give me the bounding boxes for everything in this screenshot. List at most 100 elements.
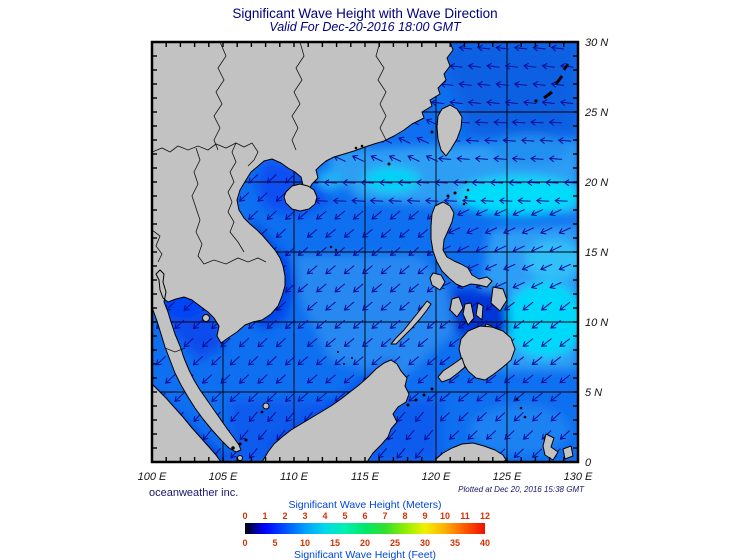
wave-arrow-icon [416, 136, 429, 144]
feet-tick-label: 35 [450, 538, 460, 548]
wave-arrow-icon [408, 283, 419, 293]
wave-arrow-icon [371, 356, 383, 366]
wave-arrow-icon [508, 179, 522, 186]
ryukyu-island-icon [543, 90, 553, 100]
wave-arrow-icon [495, 44, 509, 52]
wave-arrow-icon [476, 44, 491, 52]
wave-arrow-icon [202, 429, 212, 441]
wave-arrow-icon [399, 301, 410, 311]
wave-arrow-icon [238, 337, 250, 348]
wave-arrow-icon [174, 392, 185, 402]
island-luzon [430, 201, 493, 288]
wave-arrow-icon [541, 62, 555, 70]
wave-arrow-icon [248, 356, 259, 366]
island-halmahera [542, 433, 559, 461]
wave-arrow-icon [257, 374, 268, 384]
wave-arrow-icon [211, 392, 222, 402]
meter-tick-label: 12 [480, 511, 490, 521]
wave-arrow-icon [343, 374, 355, 384]
lon-label: 115 E [351, 471, 380, 483]
wave-arrow-icon [503, 301, 515, 311]
wave-arrow-icon [522, 338, 534, 347]
wave-arrow-icon [513, 412, 524, 422]
wave-arrow-icon [334, 356, 346, 366]
island-negros [462, 302, 475, 326]
wave-arrow-icon [297, 247, 309, 257]
feet-tick-label: 0 [242, 538, 247, 548]
wave-arrow-icon [192, 356, 203, 366]
wave-arrow-icon [550, 44, 565, 52]
wave-arrow-icon [343, 301, 355, 311]
wave-arrow-icon [352, 356, 364, 366]
wave-arrow-icon [334, 283, 346, 293]
wave-arrow-icon [352, 247, 364, 257]
wave-arrow-icon [284, 392, 296, 402]
wave-arrow-icon [408, 247, 419, 257]
wave-arrow-icon [456, 155, 470, 163]
wave-arrow-icon [550, 412, 561, 422]
wave-arrow-icon [484, 263, 498, 271]
wave-arrow-icon [238, 374, 250, 384]
wave-arrow-icon [549, 209, 562, 217]
wave-arrow-icon [334, 319, 346, 329]
wave-arrow-icon [229, 392, 240, 402]
wave-arrow-icon [467, 62, 482, 70]
wave-arrow-icon [517, 197, 531, 205]
wave-arrow-icon [558, 227, 571, 235]
lat-label: 20 N [584, 177, 608, 189]
wave-arrow-icon [531, 320, 543, 329]
wave-arrow-icon [220, 374, 231, 384]
island-panay [449, 296, 464, 318]
wave-arrow-icon [389, 319, 401, 329]
chart-title: Significant Wave Height with Wave Direct… [232, 6, 497, 21]
colorbar-feet-caption: Significant Wave Height (Feet) [294, 549, 436, 560]
feet-tick-label: 30 [420, 538, 430, 548]
wave-arrow-icon [493, 155, 507, 163]
wave-arrow-icon [504, 62, 519, 70]
wave-arrow-icon [325, 338, 336, 348]
wave-arrow-icon [530, 155, 544, 163]
wave-arrow-icon [316, 392, 327, 402]
wave-arrow-icon [439, 412, 450, 422]
wave-arrow-icon [165, 374, 176, 384]
wave-arrow-icon [342, 179, 356, 186]
wave-arrow-icon [475, 245, 488, 253]
wave-arrow-icon [522, 374, 534, 384]
wave-arrow-icon [248, 392, 259, 402]
wave-arrow-icon [443, 197, 457, 205]
island-sumatra [152, 383, 222, 462]
wave-arrow-icon [306, 228, 318, 238]
wave-arrow-icon [484, 137, 498, 144]
wave-arrow-icon [248, 210, 259, 220]
wave-arrow-icon [352, 319, 364, 329]
lon-label: 100 E [138, 471, 167, 483]
wave-arrow-icon [266, 356, 277, 366]
meter-tick-label: 10 [440, 511, 450, 521]
wave-arrow-icon [248, 411, 258, 423]
wave-arrow-icon [532, 44, 546, 52]
oceanweather-credit: oceanweather inc. [149, 487, 238, 499]
meter-tick-label: 9 [422, 511, 427, 521]
wave-arrow-icon [503, 374, 515, 384]
wave-arrow-icon [316, 319, 327, 329]
meter-tick-label: 1 [262, 511, 267, 521]
wave-arrow-icon [513, 320, 525, 329]
wave-arrow-icon [230, 411, 240, 423]
wave-arrow-icon [512, 209, 525, 217]
wave-arrow-icon [378, 179, 393, 186]
wave-arrow-icon [532, 448, 543, 458]
wave-arrow-icon [360, 179, 374, 186]
wave-arrow-icon [334, 210, 346, 220]
wave-arrow-icon [532, 81, 546, 88]
wave-arrow-icon [334, 247, 346, 257]
longitude-labels: 100 E 105 E 110 E 115 E 120 E 125 E 130 E [138, 471, 593, 483]
wave-arrow-icon [439, 392, 451, 402]
wave-arrow-icon [520, 137, 535, 144]
wave-arrow-icon [430, 99, 445, 107]
wave-arrow-icon [275, 374, 286, 384]
wave-arrow-icon [526, 179, 541, 186]
wave-arrow-icon [458, 44, 472, 52]
wave-arrow-icon [325, 228, 336, 238]
